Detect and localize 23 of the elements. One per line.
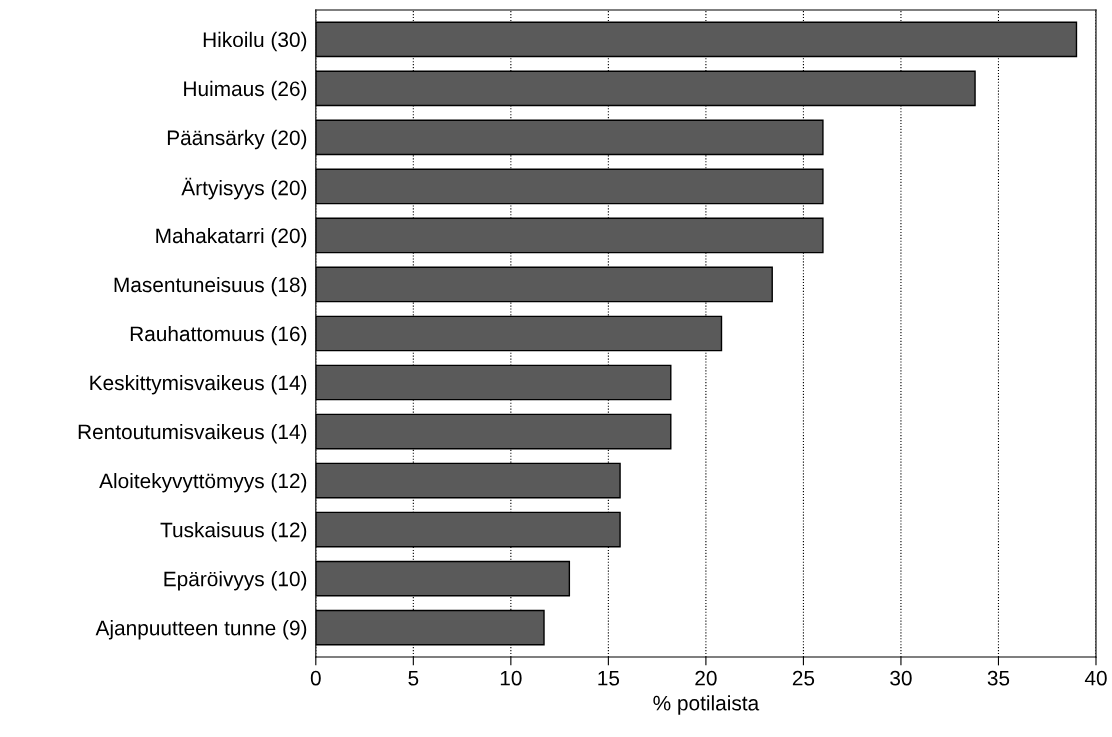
y-tick-label: Hikoilu (30) xyxy=(203,31,307,52)
y-tick-label: Masentuneisuus (18) xyxy=(114,276,307,297)
y-tick-label: Aloitekyvyttömyys (12) xyxy=(99,473,307,493)
x-tick-label: 25 xyxy=(792,670,815,686)
y-tick-label: Rauhattomuus (16) xyxy=(130,325,307,346)
y-tick-label: Rentoutumisvaikeus (14) xyxy=(78,423,307,444)
y-tick-label: Huimaus (26) xyxy=(184,80,307,101)
y-tick-label: Tuskaisuus (12) xyxy=(160,522,307,542)
x-tick-label: 0 xyxy=(310,670,321,686)
x-tick-label: 40 xyxy=(1084,670,1107,686)
y-tick-label: Ärtyisyys (20) xyxy=(181,177,307,200)
x-tick-label: 15 xyxy=(598,670,620,686)
y-tick-label: Ajanpuutteen tunne (9) xyxy=(95,620,307,640)
y-tick-label: Mahakatarri (20) xyxy=(156,227,307,248)
x-tick-label: 30 xyxy=(890,670,912,686)
y-tick-label: Keskittymisvaikeus (14) xyxy=(90,374,307,395)
y-tick-label: Epäröivyys (10) xyxy=(164,571,307,591)
y-tick-label: Päänsärky (20) xyxy=(167,129,307,150)
x-tick-label: 10 xyxy=(500,670,522,686)
x-tick-label: 35 xyxy=(987,670,1010,686)
x-axis-title: % potilaista xyxy=(653,695,760,715)
x-tick-label: 20 xyxy=(695,670,717,686)
x-tick-label: 5 xyxy=(408,670,419,686)
